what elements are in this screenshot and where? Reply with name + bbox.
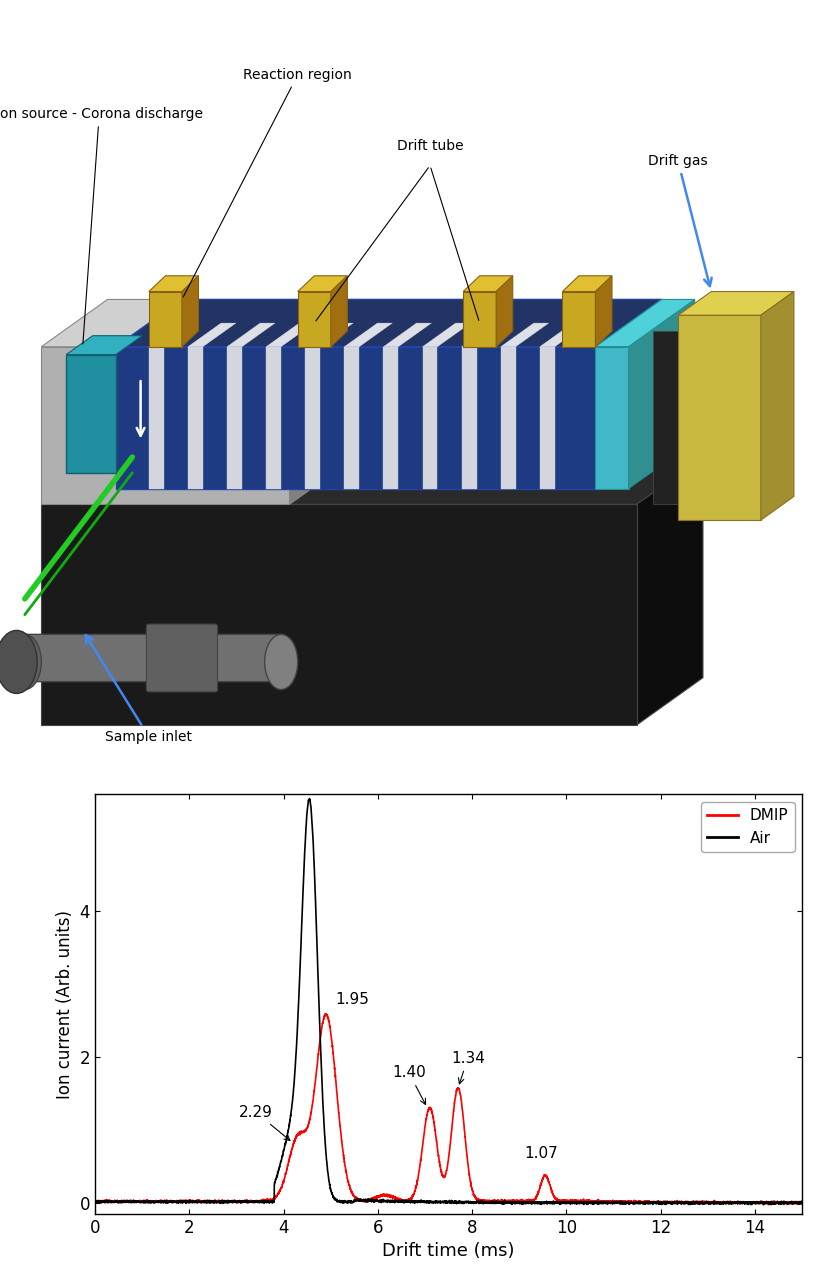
DMIP — [764, 1197, 774, 1213]
Polygon shape — [188, 347, 203, 488]
Polygon shape — [595, 300, 662, 458]
Polygon shape — [266, 323, 314, 347]
Polygon shape — [463, 276, 513, 291]
DMIP — [90, 1193, 100, 1209]
Air — [304, 791, 314, 806]
Ellipse shape — [265, 634, 298, 689]
Polygon shape — [305, 323, 353, 347]
DMIP — [550, 1190, 560, 1205]
Polygon shape — [423, 347, 437, 488]
Polygon shape — [149, 276, 198, 291]
Text: Sample inlet: Sample inlet — [86, 636, 193, 744]
Y-axis label: Ion current (Arb. units): Ion current (Arb. units) — [56, 910, 74, 1098]
Air — [90, 1195, 100, 1210]
Polygon shape — [595, 300, 662, 488]
Polygon shape — [149, 323, 197, 347]
Polygon shape — [41, 505, 637, 724]
Polygon shape — [344, 347, 359, 488]
Polygon shape — [496, 276, 513, 347]
Line: DMIP: DMIP — [95, 1014, 802, 1205]
Polygon shape — [188, 323, 236, 347]
Legend: DMIP, Air: DMIP, Air — [701, 802, 795, 852]
X-axis label: Drift time (ms): Drift time (ms) — [382, 1242, 515, 1261]
Polygon shape — [562, 291, 595, 347]
DMIP — [672, 1195, 681, 1210]
Ellipse shape — [8, 634, 41, 689]
Polygon shape — [500, 323, 548, 347]
Air — [618, 1196, 628, 1211]
DMIP — [361, 1193, 370, 1209]
Polygon shape — [149, 291, 182, 347]
Air — [672, 1196, 681, 1211]
Polygon shape — [227, 347, 242, 488]
Text: 1.34: 1.34 — [451, 1051, 485, 1084]
Text: Ion source - Corona discharge: Ion source - Corona discharge — [0, 107, 203, 344]
Line: Air: Air — [95, 798, 802, 1205]
Polygon shape — [344, 323, 392, 347]
Polygon shape — [149, 347, 164, 488]
DMIP — [321, 1007, 331, 1022]
Polygon shape — [562, 276, 612, 291]
Text: 1.07: 1.07 — [524, 1145, 558, 1160]
Polygon shape — [289, 300, 356, 505]
Polygon shape — [629, 300, 695, 488]
Text: Drift tube: Drift tube — [397, 139, 463, 153]
DMIP — [797, 1195, 807, 1210]
Text: 2.29: 2.29 — [239, 1104, 290, 1140]
Polygon shape — [227, 323, 275, 347]
Polygon shape — [266, 347, 281, 488]
Text: 1.40: 1.40 — [392, 1065, 426, 1104]
Polygon shape — [678, 315, 761, 520]
DMIP — [618, 1195, 628, 1210]
Polygon shape — [463, 291, 496, 347]
Air — [218, 1193, 228, 1209]
Polygon shape — [182, 276, 198, 347]
Polygon shape — [41, 458, 703, 505]
Air — [361, 1191, 370, 1206]
Text: 1.95: 1.95 — [336, 993, 370, 1008]
Polygon shape — [116, 300, 662, 347]
Polygon shape — [305, 347, 320, 488]
Text: Reaction region: Reaction region — [184, 67, 352, 297]
Polygon shape — [423, 323, 471, 347]
Polygon shape — [678, 291, 794, 315]
Polygon shape — [595, 347, 629, 488]
Air — [514, 1195, 524, 1210]
FancyBboxPatch shape — [146, 624, 218, 691]
Air — [797, 1196, 807, 1211]
Polygon shape — [761, 291, 794, 520]
Polygon shape — [461, 347, 476, 488]
Polygon shape — [461, 323, 509, 347]
Text: Drift gas: Drift gas — [648, 155, 712, 286]
Polygon shape — [384, 323, 432, 347]
Polygon shape — [331, 276, 347, 347]
Polygon shape — [289, 300, 662, 347]
Polygon shape — [384, 347, 399, 488]
Polygon shape — [298, 291, 331, 347]
Polygon shape — [41, 347, 289, 505]
DMIP — [514, 1193, 524, 1209]
Polygon shape — [540, 323, 588, 347]
FancyBboxPatch shape — [12, 634, 285, 681]
Polygon shape — [500, 347, 515, 488]
Polygon shape — [540, 347, 555, 488]
Polygon shape — [637, 458, 703, 724]
Polygon shape — [66, 336, 142, 355]
Ellipse shape — [0, 630, 37, 694]
DMIP — [218, 1195, 228, 1210]
Polygon shape — [41, 300, 356, 347]
Polygon shape — [116, 347, 595, 488]
Air — [550, 1195, 560, 1210]
Polygon shape — [653, 330, 686, 505]
Polygon shape — [289, 347, 595, 458]
Polygon shape — [595, 276, 612, 347]
Air — [766, 1197, 776, 1213]
Polygon shape — [298, 276, 347, 291]
Polygon shape — [595, 300, 695, 347]
Polygon shape — [66, 355, 116, 473]
